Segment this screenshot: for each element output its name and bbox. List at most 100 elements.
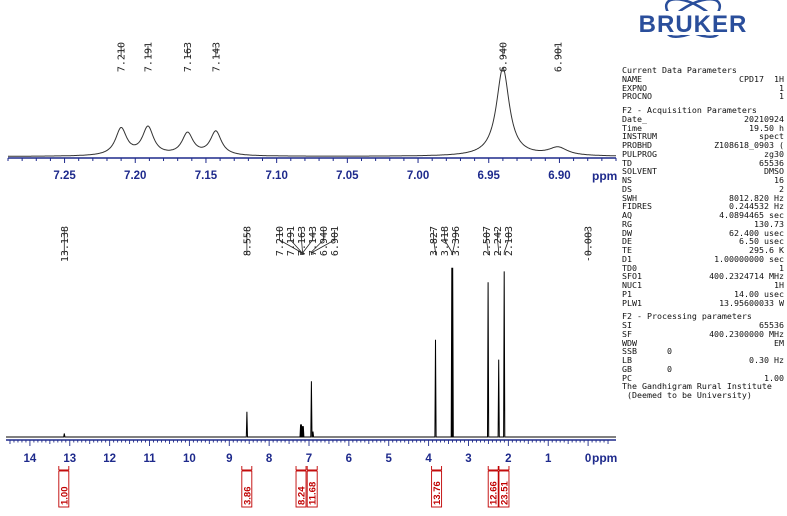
main-tick-label: 12 bbox=[103, 453, 116, 465]
main-tick-label: 10 bbox=[183, 453, 196, 465]
param-section-title: F2 - Acquisition Parameters bbox=[622, 105, 757, 115]
param-value: 1 bbox=[779, 82, 784, 93]
param-value: 0.244532 Hz bbox=[729, 201, 784, 212]
param-value: 16 bbox=[774, 175, 784, 185]
param-key: P1 bbox=[622, 288, 632, 299]
param-key: TD bbox=[622, 157, 632, 168]
integral-bracket bbox=[498, 466, 510, 471]
integral-box bbox=[241, 470, 253, 508]
param-value: CPD17 1H bbox=[739, 73, 784, 84]
main-tick-label: 2 bbox=[505, 453, 511, 465]
main-peak-labels: 13.138 8.558 7.210 7.191 7.163 7.143 6.940 6.90… bbox=[60, 226, 595, 262]
param-row: NUC1 1H bbox=[622, 281, 784, 290]
main-peak-connector bbox=[312, 230, 335, 255]
main-tick-label: 8 bbox=[266, 453, 273, 465]
param-value: 2 bbox=[779, 183, 784, 194]
param-value: 1 bbox=[779, 91, 784, 102]
param-key: NUC1 bbox=[622, 280, 642, 290]
main-tick-label: 9 bbox=[226, 453, 232, 465]
main-peak-label: 7.163 bbox=[297, 226, 308, 256]
param-row: Time 19.50 h bbox=[622, 122, 784, 133]
integral-value: 11.68 bbox=[308, 482, 319, 505]
param-key: SOLVENT bbox=[622, 166, 657, 177]
param-row: Date_ 20210924 bbox=[622, 113, 784, 124]
top-spectrum-trace bbox=[8, 67, 616, 157]
param-value: 1H bbox=[774, 280, 784, 290]
integral-bracket bbox=[295, 466, 307, 471]
param-value: 1.00000000 sec bbox=[714, 253, 784, 264]
top-peak-label: 7.143 bbox=[211, 42, 222, 72]
param-value: 0.30 Hz bbox=[749, 355, 784, 365]
param-value: 65536 bbox=[759, 157, 784, 168]
param-row: EXPNO 1 bbox=[622, 82, 784, 93]
integral-box bbox=[431, 470, 443, 508]
param-value: 20210924 bbox=[744, 113, 784, 124]
param-key: WDW bbox=[622, 337, 637, 348]
param-row: PULPROG zg30 bbox=[622, 148, 784, 159]
param-value: 14.00 usec bbox=[734, 288, 784, 299]
param-value: 19.50 h bbox=[749, 122, 784, 133]
param-row: NAME CPD17 1H bbox=[622, 73, 784, 84]
param-row: WDW EM bbox=[622, 337, 784, 348]
integral-bracket bbox=[306, 466, 318, 471]
main-peak-connector bbox=[433, 230, 436, 255]
main-peak-connector bbox=[301, 230, 303, 255]
main-spectrum-trace bbox=[6, 267, 616, 438]
param-row: LB 0.30 Hz bbox=[622, 356, 784, 365]
param-key: LB bbox=[622, 355, 632, 365]
param-key: Time bbox=[622, 122, 642, 133]
integral-value: 1.00 bbox=[59, 487, 70, 506]
main-peak-connector bbox=[290, 230, 302, 255]
main-tick-label: 6 bbox=[346, 453, 352, 465]
param-key: Date_ bbox=[622, 113, 647, 124]
param-key: PC bbox=[622, 372, 632, 383]
param-row: SFO1 400.2324714 MHz bbox=[622, 272, 784, 281]
bruker-logo-text: BRUKER bbox=[639, 11, 748, 38]
param-key: DS bbox=[622, 183, 632, 194]
integral-labels: 1.00 3.86 8.24 11.68 13.76 12.66 23.51 bbox=[58, 466, 510, 508]
param-key: SSB 0 bbox=[622, 346, 672, 357]
top-peak-label: 6.940 bbox=[498, 42, 509, 72]
integral-box bbox=[306, 470, 318, 508]
institute-footer: The Gandhigram Rural Institute bbox=[622, 381, 772, 392]
param-row: SOLVENT DMSO bbox=[622, 167, 784, 176]
main-peak-label: 7.143 bbox=[308, 226, 319, 256]
param-key: EXPNO bbox=[622, 82, 647, 93]
param-value: EM bbox=[774, 337, 784, 348]
main-peak-label: 8.558 bbox=[242, 226, 253, 256]
param-value: 1.00 bbox=[764, 372, 784, 383]
top-peak-label: 7.163 bbox=[183, 42, 194, 72]
param-row: DS 2 bbox=[622, 183, 784, 194]
param-value: zg30 bbox=[764, 148, 784, 159]
main-tick-label: 11 bbox=[143, 453, 156, 465]
param-row: SSB 0 bbox=[622, 347, 784, 356]
integral-bracket bbox=[58, 466, 70, 471]
param-row: NS 16 bbox=[622, 176, 784, 185]
param-key: PLW1 bbox=[622, 297, 642, 308]
param-key: NAME bbox=[622, 73, 642, 84]
param-row: PLW1 13.95600033 W bbox=[622, 297, 784, 308]
main-tick-label: 14 bbox=[24, 453, 37, 465]
top-peak-label: 7.210 bbox=[117, 42, 128, 72]
param-row: TE 295.6 K bbox=[622, 246, 784, 255]
main-tick-label: 13 bbox=[63, 453, 76, 465]
param-value: Z108618_0903 ( bbox=[714, 140, 784, 150]
acquisition-parameters-panel: Current Data Parameters NAME CPD17 1H EXPNO… bbox=[622, 66, 784, 400]
param-row: PROCNO 1 bbox=[622, 92, 784, 101]
param-value: 130.73 bbox=[754, 218, 784, 229]
param-row: SWH 8012.820 Hz bbox=[622, 193, 784, 203]
main-peak-label: 2.507 bbox=[482, 226, 493, 256]
param-row: D1 1.00000000 sec bbox=[622, 253, 784, 264]
main-x-axis: 14 13 12 11 10 9 8 7 6 5 4 3 2 1 0 ppm bbox=[6, 439, 617, 465]
top-peak-label: 6.901 bbox=[554, 42, 565, 72]
main-peak-label: 13.138 bbox=[60, 226, 71, 262]
param-value: 6.50 usec bbox=[739, 236, 784, 247]
param-row: TD0 1 bbox=[622, 263, 784, 273]
integral-value: 12.66 bbox=[489, 481, 500, 505]
main-peak-connector bbox=[444, 230, 453, 255]
main-tick-label: 5 bbox=[386, 453, 393, 465]
main-peak-label: 6.901 bbox=[330, 226, 341, 256]
param-key: DE bbox=[622, 236, 632, 247]
top-axis-unit: ppm bbox=[592, 169, 617, 183]
